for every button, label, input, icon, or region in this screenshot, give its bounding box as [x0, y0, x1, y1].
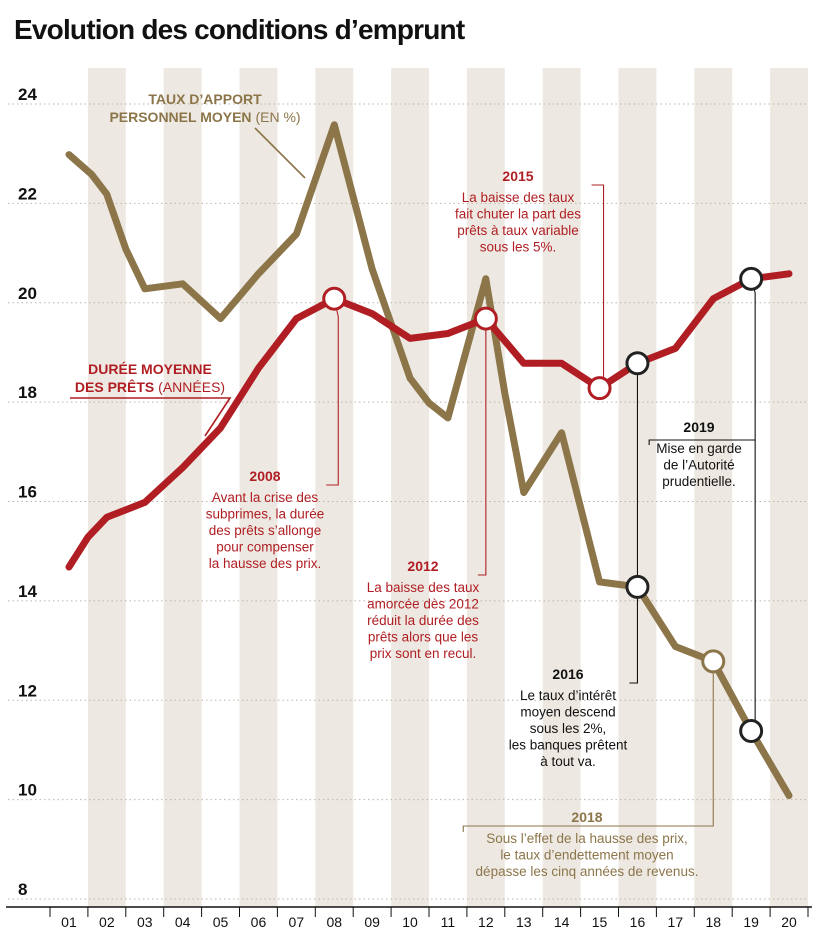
- chart-title: Evolution des conditions d’emprunt: [14, 14, 465, 45]
- grid-band: [163, 68, 202, 907]
- y-tick-label: 10: [18, 781, 37, 800]
- x-tick-label: 13: [516, 914, 532, 930]
- annotation-2018-text: Sous l’effet de la hausse des prix,: [486, 831, 688, 846]
- y-tick-label: 12: [18, 681, 37, 700]
- y-tick-label: 20: [18, 284, 37, 303]
- annotation-2008-text: des prêts s’allonge: [209, 523, 322, 538]
- x-tick-label: 08: [326, 914, 342, 930]
- x-tick-label: 02: [99, 914, 115, 930]
- x-tick-label: 14: [554, 914, 570, 930]
- x-tick-label: 17: [668, 914, 684, 930]
- marker-apport-2019: [739, 718, 764, 743]
- annotation-2008-text: pour compenser: [216, 540, 314, 555]
- annotation-2015-text: La baisse des taux: [462, 190, 575, 205]
- annotation-2016-year: 2016: [552, 666, 583, 682]
- annotation-2018-text: dépasse les cinq années de revenus.: [476, 864, 699, 879]
- series-unit-apport: (EN %): [255, 109, 300, 125]
- annotation-2012-text: La baisse des taux: [367, 580, 480, 595]
- grid-band: [391, 68, 429, 907]
- annotation-2012-year: 2012: [407, 558, 438, 574]
- x-tick-label: 07: [289, 914, 305, 930]
- x-tick-label: 16: [630, 914, 646, 930]
- annotation-2008-year: 2008: [249, 468, 280, 484]
- marker-duree-2016: [625, 351, 650, 376]
- annotation-2018-year: 2018: [571, 809, 602, 825]
- grid-band: [87, 68, 126, 907]
- marker-duree-2015: [587, 376, 612, 401]
- marker-duree-2008: [322, 286, 347, 311]
- x-tick-label: 18: [705, 914, 721, 930]
- x-tick-label: 20: [781, 914, 797, 930]
- series-unit-duree: (ANNÉES): [158, 379, 225, 395]
- annotation-2012-connector: [477, 318, 487, 576]
- annotation-2016-text: à tout va.: [540, 754, 596, 769]
- y-tick-label: 16: [18, 483, 37, 502]
- y-tick-label: 8: [18, 880, 27, 899]
- series-label-duree: DES PRÊTS (ANNÉES): [75, 378, 225, 395]
- x-tick-label: 01: [61, 914, 77, 930]
- y-tick-label: 22: [18, 184, 37, 203]
- annotation-2012-text: amorcée dès 2012: [367, 597, 479, 612]
- annotation-2015-text: fait chuter la part des: [455, 207, 581, 222]
- annotation-2016-text: Le taux d’intérêt: [520, 688, 616, 703]
- y-tick-label: 24: [18, 85, 37, 104]
- annotation-2019-connector: [751, 440, 756, 732]
- series-label-duree-leader: [70, 397, 232, 437]
- annotation-2012-text: prix sont en recul.: [370, 646, 477, 661]
- y-tick-label: 14: [18, 582, 37, 601]
- annotation-2008-text: la hausse des prix.: [209, 556, 322, 571]
- grid-band: [239, 68, 278, 907]
- marker-duree-2012: [473, 306, 498, 331]
- marker-apport-2016: [625, 574, 650, 599]
- series-line-duree: [65, 270, 793, 571]
- annotation-2008-text: Avant la crise des: [212, 490, 319, 505]
- annotation-2019-year: 2019: [683, 419, 714, 435]
- x-tick-label: 15: [592, 914, 608, 930]
- x-tick-label: 11: [441, 914, 456, 930]
- series-label-duree: DURÉE MOYENNE: [88, 361, 212, 377]
- annotation-2015-text: prêts à taux variable: [457, 223, 579, 238]
- annotation-2015-connector: [591, 184, 605, 389]
- annotation-2019-text: de l’Autorité: [663, 458, 734, 473]
- annotation-2016-text: moyen descend: [520, 705, 615, 720]
- x-tick-label: 06: [251, 914, 267, 930]
- series-label-apport-leader: [254, 127, 306, 179]
- x-tick-label: 12: [478, 914, 494, 930]
- x-tick-label: 09: [364, 914, 380, 930]
- x-tick-label: 10: [402, 914, 418, 930]
- marker-apport-2018: [701, 649, 726, 674]
- grid-band: [770, 68, 808, 907]
- annotation-2008-text: subprimes, la durée: [206, 507, 325, 522]
- annotation-2015-year: 2015: [502, 168, 533, 184]
- x-tick-label: 04: [175, 914, 191, 930]
- y-tick-label: 18: [18, 383, 37, 402]
- annotation-2019-text: Mise en garde: [656, 441, 742, 456]
- annotation-2016-text: les banques prêtent: [509, 738, 628, 753]
- annotation-2015-text: sous les 5%.: [480, 240, 557, 255]
- annotation-2018-connector: [462, 661, 714, 832]
- marker-duree-2019: [739, 266, 764, 291]
- x-tick-label: 19: [743, 914, 759, 930]
- annotation-2012-text: prêts alors que les: [368, 630, 479, 645]
- x-tick-label: 05: [213, 914, 229, 930]
- annotation-2018-text: le taux d’endettement moyen: [500, 848, 673, 863]
- series-label-apport: PERSONNEL MOYEN (EN %): [109, 109, 300, 125]
- x-tick-label: 03: [137, 914, 153, 930]
- annotation-2016-text: sous les 2%,: [530, 721, 607, 736]
- grid-band: [315, 68, 354, 907]
- annotation-2016-connector: [629, 586, 639, 684]
- series-label-apport: TAUX D’APPORT: [148, 91, 262, 107]
- annotation-2012-text: réduit la durée des: [367, 613, 479, 628]
- annotation-2019-text: prudentielle.: [662, 474, 736, 489]
